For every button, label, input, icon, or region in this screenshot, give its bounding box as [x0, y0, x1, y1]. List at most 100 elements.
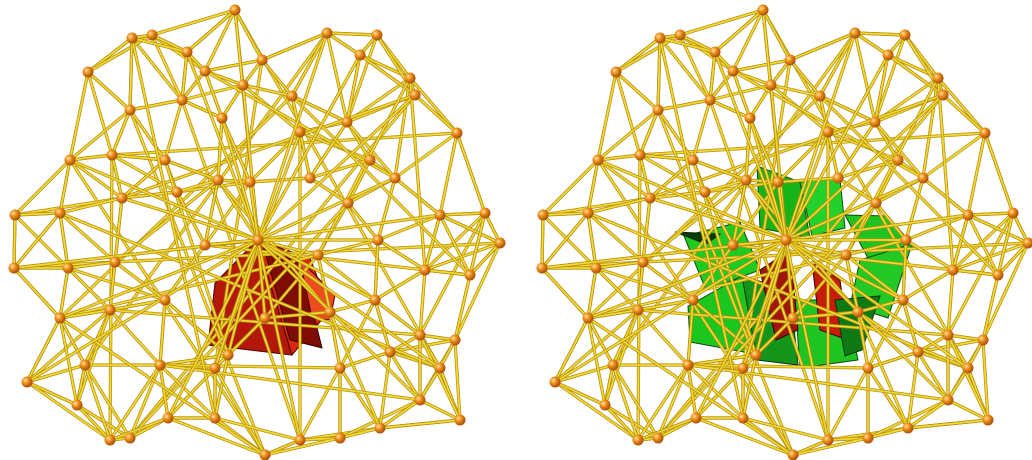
edge	[637, 309, 689, 366]
vertex	[870, 197, 882, 209]
vertex	[222, 349, 234, 361]
edge	[374, 299, 421, 336]
edge	[642, 197, 651, 263]
edge	[587, 197, 651, 214]
edge	[111, 109, 131, 156]
edge	[121, 159, 166, 199]
edge	[922, 132, 986, 179]
edge	[687, 364, 869, 369]
edge	[257, 177, 396, 241]
edge	[409, 77, 426, 271]
edge	[902, 299, 949, 336]
edge	[111, 154, 123, 199]
edge	[597, 159, 794, 456]
edge	[257, 239, 319, 256]
edge	[657, 109, 794, 456]
edge	[214, 367, 266, 456]
vertex	[82, 66, 94, 78]
vertex	[116, 192, 128, 204]
edge	[59, 239, 259, 319]
edge	[709, 70, 734, 101]
edge	[982, 274, 999, 341]
edge	[111, 154, 166, 161]
edge	[907, 419, 989, 429]
vertex	[176, 94, 188, 106]
edge	[394, 132, 458, 179]
edge	[554, 317, 589, 383]
vertex	[780, 234, 792, 246]
edge	[291, 32, 328, 97]
edge	[541, 212, 589, 269]
edge	[261, 59, 293, 97]
edge	[742, 239, 787, 369]
vertex	[690, 412, 702, 424]
vertex	[159, 294, 171, 306]
vertex	[899, 29, 911, 41]
vertex	[64, 154, 76, 166]
edge	[114, 261, 166, 301]
vertex	[977, 334, 989, 346]
edge	[214, 417, 301, 441]
edge	[837, 177, 877, 204]
edge	[612, 364, 659, 439]
vertex	[414, 394, 426, 406]
edge	[687, 364, 744, 419]
vertex	[699, 186, 711, 198]
vertex	[159, 154, 171, 166]
vertex	[334, 362, 346, 374]
edge	[204, 59, 263, 72]
edge	[317, 254, 331, 313]
edge	[249, 181, 259, 241]
edge	[587, 267, 597, 319]
edge	[109, 417, 169, 441]
edge	[389, 339, 456, 353]
vertex	[652, 104, 664, 116]
edge	[732, 70, 924, 179]
vertex	[389, 172, 401, 184]
edge	[59, 267, 69, 319]
edge	[657, 37, 661, 111]
edge	[642, 179, 747, 263]
vertex	[892, 154, 904, 166]
polytope-left-panel	[8, 4, 506, 460]
edge	[875, 159, 899, 204]
vertex	[784, 54, 796, 66]
edge	[419, 334, 456, 341]
edge	[952, 269, 999, 276]
edge	[587, 95, 821, 319]
edge	[69, 159, 259, 241]
edge	[785, 239, 949, 401]
edge	[469, 212, 486, 276]
edge	[587, 317, 606, 406]
edge	[639, 154, 694, 161]
vertex	[765, 79, 777, 91]
edge	[967, 214, 999, 276]
edge	[604, 309, 639, 406]
edge	[867, 367, 909, 429]
edge-network-left	[12, 8, 502, 457]
vertex	[674, 29, 686, 41]
vertex	[787, 449, 799, 460]
vertex	[537, 209, 549, 221]
vertex	[979, 127, 991, 139]
edge	[131, 37, 183, 101]
vertex	[374, 422, 386, 434]
vertex	[882, 49, 894, 61]
vertex	[126, 32, 138, 44]
edge	[214, 239, 259, 369]
vertex	[772, 176, 784, 188]
edge	[379, 419, 461, 429]
edge	[214, 59, 263, 369]
vertex	[917, 172, 929, 184]
edge	[186, 51, 259, 241]
edge	[657, 99, 711, 111]
vertex	[744, 112, 756, 124]
edge	[982, 242, 1029, 341]
edge	[111, 154, 178, 193]
vertex	[737, 362, 749, 374]
edge	[14, 159, 71, 216]
edge	[204, 9, 236, 72]
vertex	[900, 234, 912, 246]
edge	[997, 212, 1014, 276]
